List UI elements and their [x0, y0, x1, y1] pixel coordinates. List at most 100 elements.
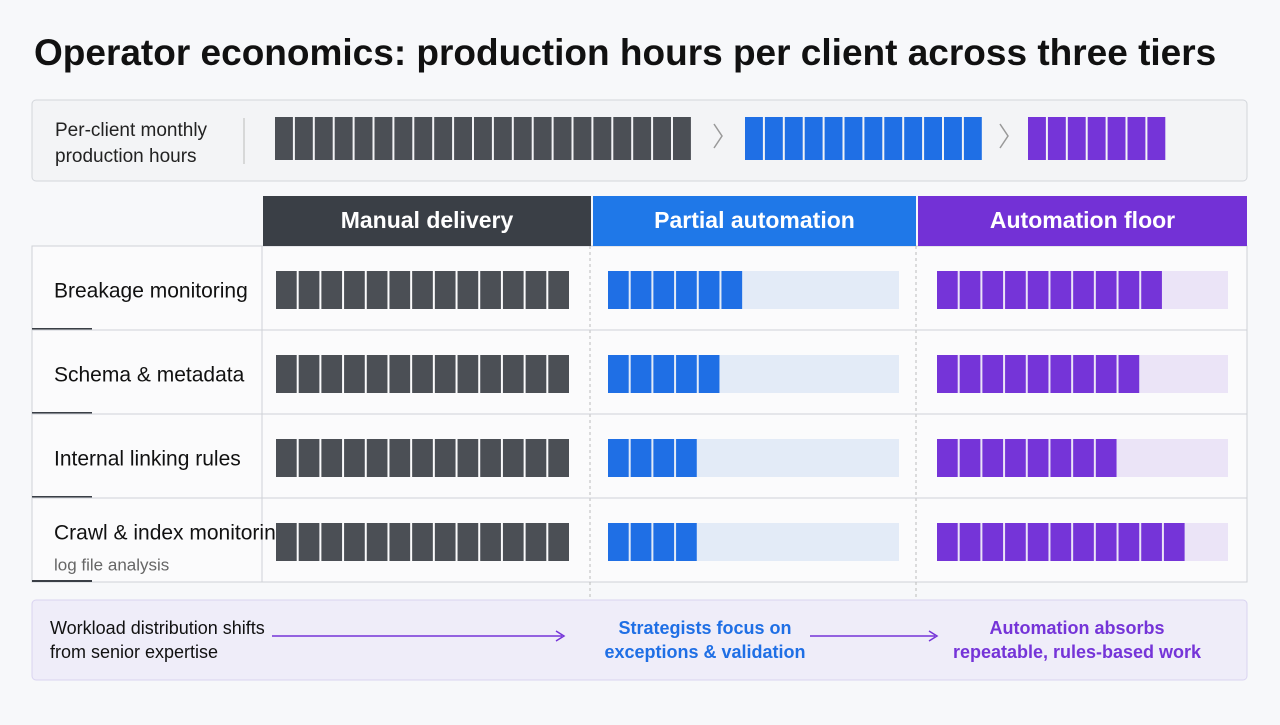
content: Per-client monthly production hours Manual…: [32, 117, 1247, 662]
block: [394, 117, 413, 160]
block-bar: [937, 523, 1185, 561]
block-bar: [276, 523, 569, 561]
block: [937, 439, 958, 477]
block-bar: [1028, 117, 1166, 160]
block: [959, 355, 981, 393]
block: [276, 271, 297, 309]
block: [884, 117, 903, 160]
block: [457, 439, 479, 477]
block: [1095, 271, 1117, 309]
block-bar: [276, 355, 569, 393]
block-bar: [937, 439, 1117, 477]
footer-text: Automation absorbs: [989, 618, 1164, 638]
block: [1118, 355, 1140, 393]
block: [1087, 117, 1106, 160]
block: [1147, 117, 1166, 160]
block: [389, 439, 411, 477]
block: [434, 271, 456, 309]
block: [963, 117, 982, 160]
block: [982, 523, 1004, 561]
block: [513, 117, 532, 160]
block: [608, 355, 629, 393]
summary-label: production hours: [55, 146, 197, 167]
block: [1141, 523, 1162, 561]
block: [412, 271, 433, 309]
block: [457, 523, 479, 561]
block: [937, 271, 958, 309]
block: [676, 523, 697, 561]
track: [608, 439, 899, 477]
block: [1073, 439, 1094, 477]
row-label: Schema & metadata: [54, 364, 245, 387]
block: [525, 271, 547, 309]
block: [745, 117, 763, 160]
block-bar: [937, 355, 1140, 393]
block: [366, 523, 388, 561]
column-header-label: Automation floor: [990, 207, 1175, 233]
block: [1005, 439, 1026, 477]
block: [334, 117, 353, 160]
column-header: [263, 196, 591, 246]
block: [533, 117, 552, 160]
block: [1027, 523, 1049, 561]
block: [1067, 117, 1086, 160]
block: [593, 117, 612, 160]
block: [653, 439, 675, 477]
block: [276, 355, 297, 393]
block-bar: [608, 523, 697, 561]
block: [412, 523, 433, 561]
block-bar: [608, 271, 743, 309]
footer-text: Workload distribution shifts: [50, 618, 265, 638]
block: [412, 439, 433, 477]
block: [412, 355, 433, 393]
block: [630, 355, 652, 393]
block: [1050, 271, 1072, 309]
row-label: Internal linking rules: [54, 448, 241, 471]
block: [1028, 117, 1046, 160]
block: [480, 523, 501, 561]
block: [344, 439, 365, 477]
block: [434, 523, 456, 561]
block-bar: [608, 355, 720, 393]
block-bar: [276, 271, 569, 309]
track: [608, 523, 899, 561]
row-sublabel: log file analysis: [54, 555, 169, 574]
block: [698, 355, 720, 393]
footer-box: [31, 599, 1248, 681]
block: [294, 117, 313, 160]
block: [321, 271, 343, 309]
block: [321, 355, 343, 393]
block: [344, 271, 365, 309]
block: [937, 523, 958, 561]
block: [389, 523, 411, 561]
block: [480, 439, 501, 477]
block: [321, 439, 343, 477]
block: [608, 271, 629, 309]
block: [414, 117, 433, 160]
block: [653, 271, 675, 309]
block: [653, 117, 671, 160]
chevron: [713, 123, 723, 149]
block: [1073, 271, 1094, 309]
block: [276, 439, 297, 477]
block: [1107, 117, 1126, 160]
block: [548, 271, 569, 309]
block: [676, 271, 697, 309]
block: [548, 523, 569, 561]
block: [1050, 523, 1072, 561]
block-bar: [937, 271, 1162, 309]
block: [1073, 523, 1094, 561]
block: [844, 117, 863, 160]
block: [1118, 523, 1140, 561]
block: [457, 271, 479, 309]
block: [474, 117, 492, 160]
block: [298, 271, 320, 309]
block-bar: [608, 439, 697, 477]
block: [298, 439, 320, 477]
block: [493, 117, 512, 160]
block: [548, 439, 569, 477]
block: [1027, 355, 1049, 393]
block: [321, 523, 343, 561]
block: [864, 117, 883, 160]
